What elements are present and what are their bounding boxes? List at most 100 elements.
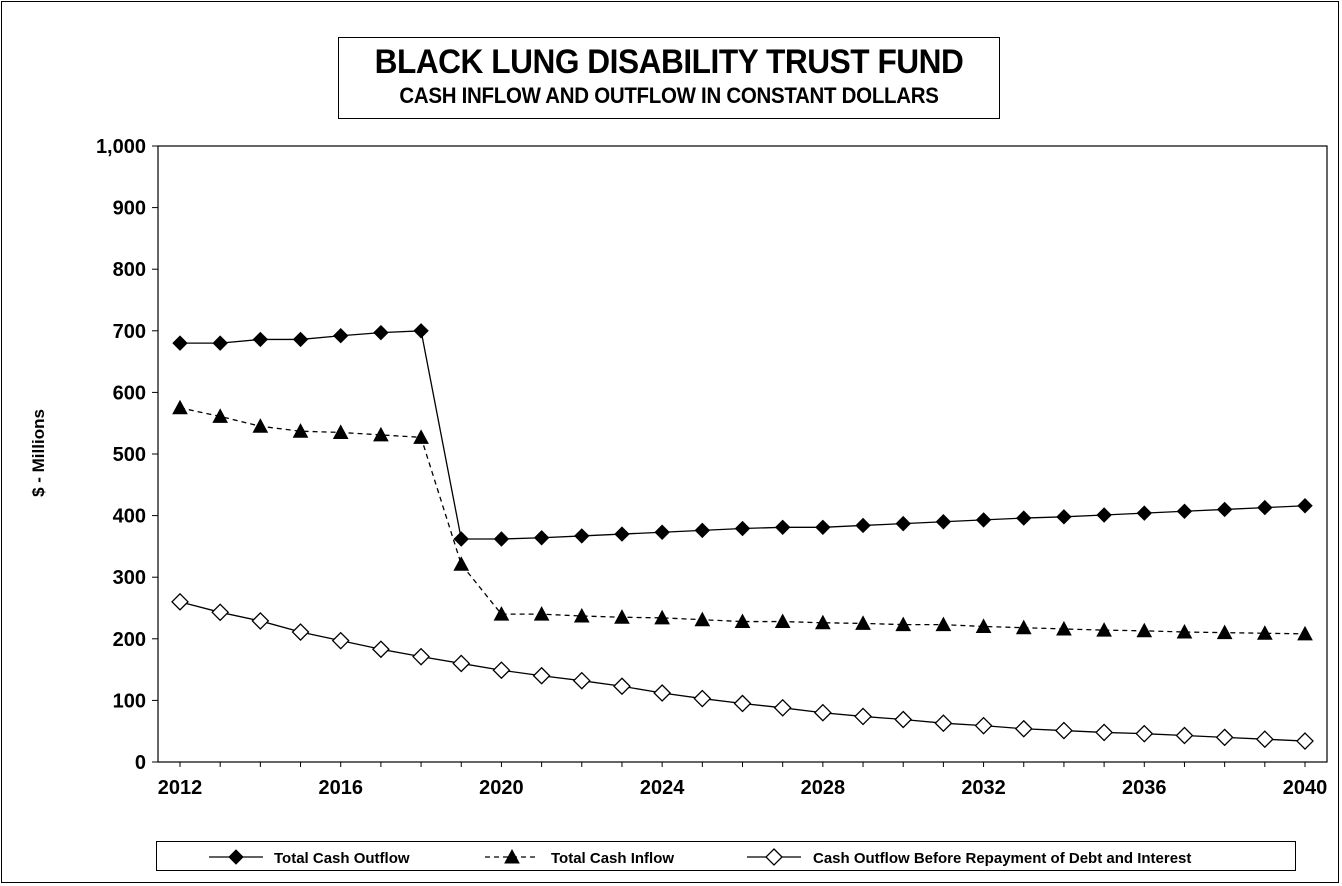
data-point (1297, 625, 1313, 641)
data-point (975, 512, 992, 528)
data-point (1176, 623, 1193, 639)
data-point (614, 526, 630, 542)
data-point (1136, 505, 1152, 521)
data-point (532, 666, 551, 685)
data-point (1135, 724, 1154, 743)
data-point (694, 522, 711, 539)
data-point (1096, 622, 1112, 637)
data-point (1297, 498, 1313, 514)
data-point (373, 324, 389, 341)
data-point (774, 613, 791, 629)
data-point (855, 615, 871, 630)
series-layer (171, 323, 1314, 750)
data-point (614, 609, 630, 624)
legend: Total Cash Outflow Total Cash Inflow Cash … (156, 841, 1296, 871)
data-point (493, 606, 510, 621)
legend-label: Total Cash Outflow (274, 850, 410, 867)
data-point (251, 612, 270, 630)
y-tick-label: 1,000 (96, 136, 146, 158)
data-point (1296, 732, 1314, 750)
y-tick-label: 700 (113, 321, 146, 343)
data-point (1056, 509, 1072, 525)
y-tick-label: 400 (113, 506, 146, 528)
y-tick-label: 200 (113, 629, 146, 651)
data-point (172, 399, 188, 415)
legend-marker (504, 848, 520, 864)
data-point (212, 408, 229, 423)
data-point (1216, 501, 1233, 518)
data-point (1014, 719, 1033, 738)
data-point (653, 684, 672, 702)
y-tick-label: 500 (113, 444, 146, 466)
data-point (1216, 624, 1233, 640)
data-point (292, 331, 309, 348)
y-axis-label: $ - Millions (29, 409, 48, 497)
data-point (693, 689, 712, 708)
x-tick-label: 2036 (1122, 777, 1167, 799)
data-point (895, 515, 911, 532)
data-point (935, 616, 952, 632)
data-point (1176, 503, 1193, 519)
data-point (733, 694, 752, 713)
data-point (453, 531, 469, 547)
series-1 (172, 323, 1313, 547)
data-point (815, 519, 831, 536)
data-point (212, 335, 228, 351)
legend-label: Cash Outflow Before Repayment of Debt an… (813, 850, 1191, 867)
data-point (734, 613, 751, 629)
data-point (373, 426, 389, 442)
x-tick-label: 2028 (801, 777, 846, 799)
plot-area (157, 145, 1328, 763)
data-point (492, 661, 511, 680)
title-box: BLACK LUNG DISABILITY TRUST FUND CASH IN… (338, 37, 1000, 119)
data-point (211, 603, 230, 622)
data-point (331, 631, 350, 650)
data-point (854, 707, 872, 726)
data-point (171, 592, 189, 611)
y-tick-label: 300 (113, 567, 146, 589)
data-point (1016, 510, 1032, 526)
data-point (613, 677, 631, 696)
data-point (974, 716, 993, 735)
data-point (292, 423, 309, 438)
legend-label: Total Cash Inflow (551, 850, 674, 867)
data-point (813, 703, 832, 722)
y-tick-label: 800 (113, 259, 146, 281)
y-tick-label: 600 (113, 382, 146, 404)
chart-subtitle: CASH INFLOW AND OUTFLOW IN CONSTANT DOLL… (399, 83, 939, 108)
data-point (413, 323, 429, 339)
data-point (1056, 620, 1072, 636)
data-point (1095, 723, 1114, 742)
data-point (975, 618, 992, 633)
x-tick-label: 2020 (479, 777, 524, 799)
data-point (1215, 728, 1234, 747)
x-tick-label: 2040 (1283, 777, 1328, 799)
data-point (1255, 730, 1274, 749)
x-tick-label: 2024 (640, 777, 685, 799)
data-point (453, 556, 470, 571)
data-point (371, 640, 390, 659)
data-point (533, 530, 550, 546)
data-point (654, 609, 670, 625)
data-point (774, 519, 791, 536)
data-point (252, 331, 269, 348)
y-tick-label: 100 (113, 690, 146, 712)
data-point (333, 328, 349, 344)
data-point (694, 611, 711, 627)
data-point (574, 528, 590, 544)
data-point (654, 524, 670, 540)
data-point (252, 418, 269, 433)
series-line (180, 330, 1306, 540)
data-point (1257, 499, 1273, 516)
plot-border (157, 145, 1328, 763)
x-tick-label: 2032 (961, 777, 1006, 799)
data-point (1136, 622, 1153, 638)
data-point (413, 429, 429, 444)
axes: 0 100 200 300 400 500 600 700 800 900 1,000 2012 201… (96, 136, 1327, 799)
data-point (412, 647, 430, 666)
data-point (1175, 726, 1194, 745)
data-point (1055, 721, 1073, 740)
series-2 (172, 399, 1313, 641)
data-point (172, 335, 188, 351)
